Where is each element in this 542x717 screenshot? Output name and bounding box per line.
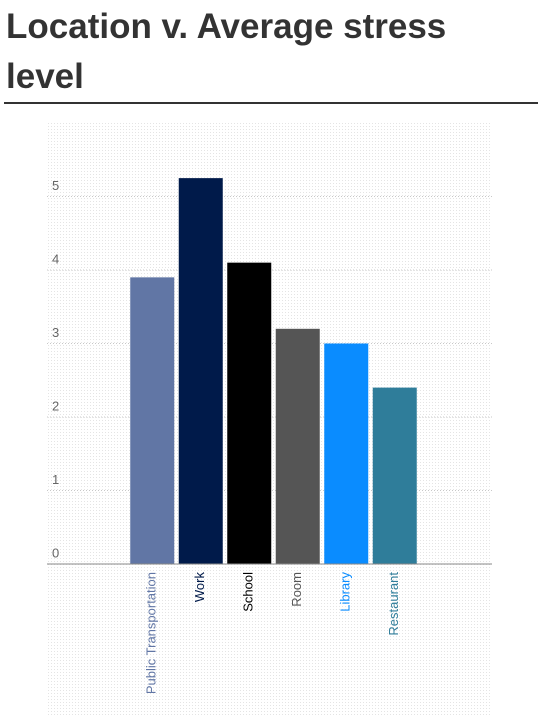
- y-tick-label: 1: [52, 472, 59, 487]
- bar: [372, 387, 417, 564]
- bar: [275, 328, 320, 564]
- bar: [178, 178, 223, 564]
- x-tick-label: School: [241, 572, 256, 612]
- x-tick-label: Room: [289, 572, 304, 607]
- y-tick-label: 3: [52, 325, 59, 340]
- y-tick-label: 0: [52, 545, 59, 560]
- chart-title: Location v. Average stress level: [6, 7, 447, 96]
- x-tick-label: Work: [192, 572, 207, 603]
- bar: [324, 343, 369, 564]
- bar: [130, 277, 175, 564]
- x-tick-label: Library: [338, 572, 353, 612]
- y-tick-label: 5: [52, 178, 59, 193]
- y-tick-label: 4: [52, 251, 59, 266]
- x-tick-label: Public Transportation: [144, 572, 159, 694]
- x-tick-label: Restaurant: [386, 572, 401, 636]
- bar: [227, 262, 272, 564]
- title-rule: [4, 102, 538, 104]
- y-tick-label: 2: [52, 398, 59, 413]
